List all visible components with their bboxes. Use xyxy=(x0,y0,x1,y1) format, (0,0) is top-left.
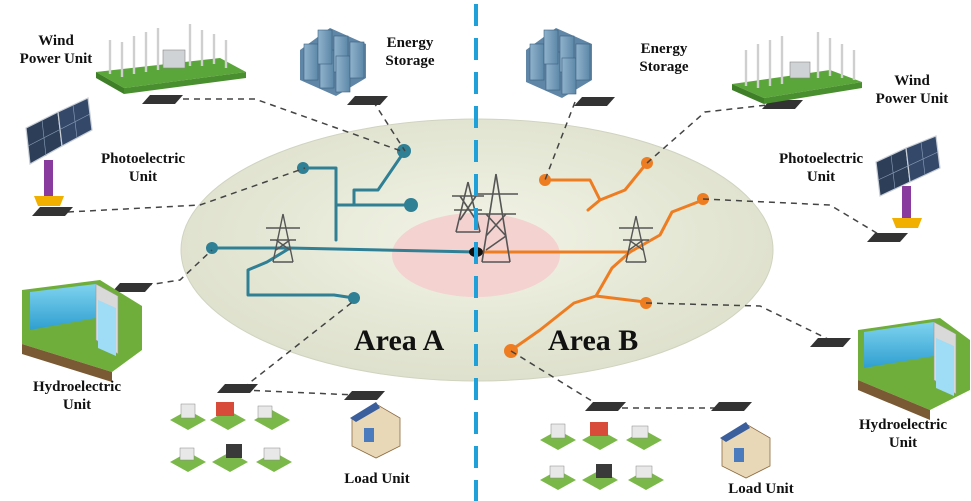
hydro-dam-b-icon xyxy=(858,318,970,420)
hydro-dam-a-icon xyxy=(22,280,142,382)
energy-storage-b-icon xyxy=(526,28,592,98)
comm-pads xyxy=(32,95,908,411)
area-b-tower-icon xyxy=(619,215,653,263)
load-unit-b-label: Load Unit xyxy=(728,481,794,497)
area-a-network xyxy=(210,150,478,300)
load-unit-a-label: Load Unit xyxy=(344,471,410,487)
wind-farm-a-icon xyxy=(96,24,246,94)
hydroelectric-unit-b-label: Hydroelectric Unit xyxy=(858,417,947,451)
photoelectric-unit-a-label: Photoelectric Unit xyxy=(100,151,186,185)
wind-farm-b-icon xyxy=(732,32,862,104)
photoelectric-unit-b-label: Photoelectric Unit xyxy=(778,151,864,185)
wind-power-unit-b-label: Wind Power Unit xyxy=(875,73,949,107)
load-buildings-b-icon xyxy=(540,422,771,490)
energy-storage-a-icon xyxy=(300,28,366,96)
area-a-label: Area A xyxy=(354,324,445,357)
load-buildings-a-icon xyxy=(170,402,401,472)
area-a-nodes xyxy=(206,144,418,304)
area-a-tower-icon xyxy=(266,213,300,263)
central-tower-icon xyxy=(452,173,518,263)
energy-storage-b-label: Energy Storage xyxy=(639,41,689,75)
solar-panel-a-icon xyxy=(25,97,93,206)
dashed-connections xyxy=(67,98,881,409)
area-b-label: Area B xyxy=(548,324,639,357)
wind-power-unit-a-label: Wind Power Unit xyxy=(19,33,93,67)
solar-panel-b-icon xyxy=(875,135,941,228)
hydroelectric-unit-a-label: Hydroelectric Unit xyxy=(32,379,121,413)
energy-storage-a-label: Energy Storage xyxy=(385,35,435,69)
